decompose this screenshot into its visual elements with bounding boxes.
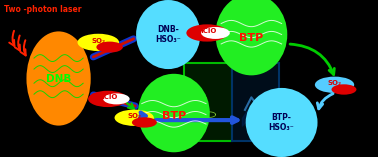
Text: DNB-
HSO₃⁻: DNB- HSO₃⁻ (155, 25, 181, 44)
Text: BTP: BTP (239, 33, 263, 43)
Circle shape (115, 110, 154, 126)
Circle shape (132, 117, 157, 128)
Ellipse shape (246, 88, 318, 157)
Circle shape (96, 42, 123, 53)
Ellipse shape (138, 74, 210, 152)
Ellipse shape (136, 0, 200, 69)
Circle shape (332, 84, 356, 95)
FancyBboxPatch shape (188, 31, 198, 35)
Text: SO₂: SO₂ (91, 38, 105, 44)
Circle shape (201, 27, 230, 39)
Circle shape (315, 77, 354, 93)
Circle shape (77, 34, 119, 51)
Circle shape (186, 24, 228, 42)
Circle shape (103, 93, 130, 104)
Circle shape (88, 91, 127, 107)
Ellipse shape (215, 0, 287, 75)
Text: DNB: DNB (46, 73, 71, 84)
Text: HClO: HClO (98, 94, 118, 100)
Text: Two -photon laser: Two -photon laser (4, 5, 81, 14)
Text: BTP-
HSO₃⁻: BTP- HSO₃⁻ (269, 113, 294, 132)
FancyBboxPatch shape (232, 63, 279, 141)
FancyBboxPatch shape (184, 63, 232, 141)
Text: HClO: HClO (197, 28, 217, 34)
Text: SO₂: SO₂ (127, 113, 141, 119)
Ellipse shape (26, 31, 91, 126)
Text: BTP: BTP (162, 111, 186, 121)
Text: SO₂: SO₂ (327, 80, 342, 86)
